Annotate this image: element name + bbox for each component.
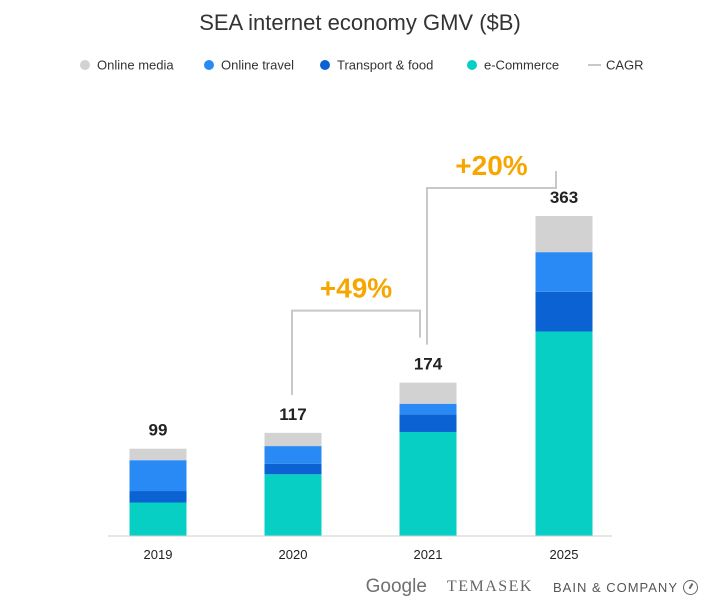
bain-logo-text: BAIN & COMPANY (552, 579, 678, 595)
cagr-brackets: +49% +20% (291, 150, 557, 395)
bar-segment-2020-1 (264, 463, 322, 475)
cagr-label-2021-2025: +20% (455, 150, 527, 181)
cagr-bracket-2021-2025 (426, 171, 557, 345)
legend-marker-2 (320, 60, 330, 70)
bar-segment-2021-0 (399, 431, 457, 536)
google-logo: Google (365, 576, 427, 597)
legend-marker-1 (204, 60, 214, 70)
tick-label-2020: 2020 (279, 547, 308, 562)
legend-label-0: Online media (97, 58, 174, 73)
legend-label-4: CAGR (606, 58, 644, 73)
bar-segment-2021-3 (399, 382, 457, 404)
footer-logos: Google TEMASEK BAIN & COMPANY (366, 576, 698, 598)
legend: Online media Online travel Transport & foo… (80, 58, 644, 73)
legend-label-1: Online travel (221, 58, 294, 73)
bar-segment-2020-0 (264, 474, 322, 536)
bar-segment-2019-2 (129, 460, 187, 492)
bar-segment-2020-2 (264, 446, 322, 464)
bar-segment-2025-0 (535, 331, 593, 536)
bar-segment-2025-1 (535, 291, 593, 332)
bain-logo: BAIN & COMPANY (552, 579, 698, 595)
total-label-2019: 99 (149, 421, 168, 440)
temasek-logo: TEMASEK (446, 578, 533, 595)
legend-label-2: Transport & food (337, 58, 433, 73)
total-label-2020: 117 (279, 405, 306, 424)
bars: 99 117 174 363 (129, 188, 593, 536)
bar-segment-2025-2 (535, 252, 593, 292)
tick-label-2019: 2019 (144, 547, 173, 562)
bar-segment-2021-1 (399, 414, 457, 432)
bar-segment-2025-3 (535, 216, 593, 253)
bar-segment-2021-2 (399, 403, 457, 415)
bar-segment-2020-3 (264, 432, 322, 447)
bar-segment-2019-1 (129, 491, 187, 503)
legend-marker-3 (467, 60, 477, 70)
bain-mark-icon (683, 579, 698, 595)
cagr-bracket-2020-2021 (291, 309, 421, 395)
tick-label-2021: 2021 (414, 547, 443, 562)
cagr-label-2020-2021: +49% (320, 273, 392, 304)
x-axis-ticks: 2019 2020 2021 2025 (144, 547, 579, 562)
legend-marker-0 (80, 60, 90, 70)
tick-label-2025: 2025 (550, 547, 579, 562)
total-label-2025: 363 (550, 188, 578, 207)
total-label-2021: 174 (414, 355, 443, 374)
legend-label-3: e-Commerce (484, 58, 559, 73)
chart-title: SEA internet economy GMV ($B) (199, 10, 521, 35)
bar-segment-2019-3 (129, 448, 187, 461)
bar-segment-2019-0 (129, 502, 187, 536)
